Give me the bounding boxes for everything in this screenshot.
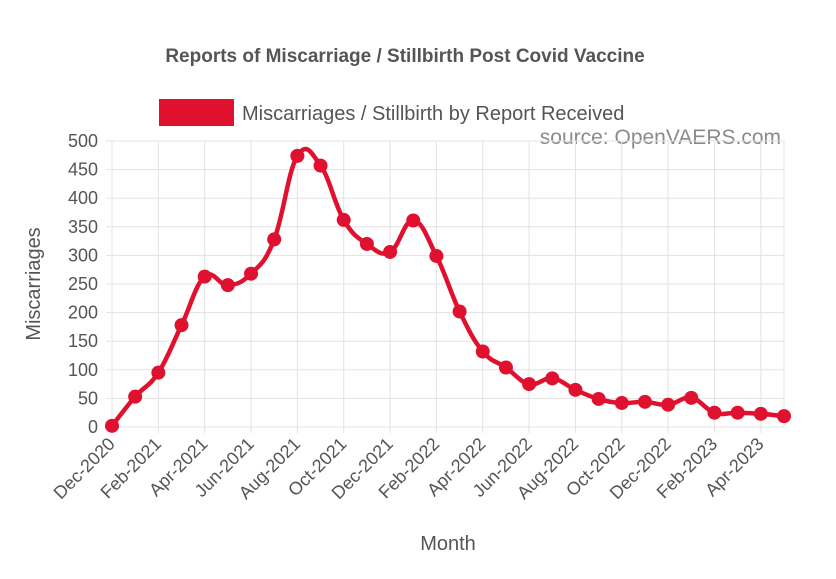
y-tick-label: 500 bbox=[68, 131, 98, 151]
data-point[interactable]: Sep-2022: 49 bbox=[591, 391, 606, 406]
data-point[interactable]: May-2022: 104 bbox=[498, 360, 513, 375]
data-point[interactable]: Dec-2020: 2 bbox=[105, 418, 119, 433]
data-point[interactable]: Jun-2021: 268 bbox=[244, 266, 259, 281]
source-note: source: OpenVAERS.com bbox=[540, 126, 781, 149]
y-tick-label: 0 bbox=[88, 417, 98, 437]
series-line bbox=[109, 146, 787, 429]
y-tick-label: 300 bbox=[68, 245, 98, 265]
y-axis-title: Miscarriages bbox=[23, 227, 45, 340]
y-tick-label: 250 bbox=[68, 274, 98, 294]
y-tick-label: 150 bbox=[68, 331, 98, 351]
data-point[interactable]: Dec-2022: 39 bbox=[661, 397, 676, 412]
data-point[interactable]: Apr-2022: 132 bbox=[475, 344, 490, 359]
data-point[interactable]: Apr-2021: 263 bbox=[197, 269, 212, 284]
data-point[interactable]: Dec-2021: 306 bbox=[383, 244, 398, 259]
grid bbox=[106, 140, 785, 433]
data-point[interactable]: Nov-2021: 320 bbox=[359, 236, 374, 251]
series-group: Dec-2020: 2 Jan-2021: 53 Feb-2021: 95 Mar-2… bbox=[105, 146, 791, 433]
data-point[interactable]: Nov-2022: 44 bbox=[637, 394, 652, 409]
data-point[interactable]: Jan-2023: 51 bbox=[684, 390, 699, 405]
data-point[interactable]: Mar-2021: 178 bbox=[174, 318, 189, 333]
y-tick-label: 100 bbox=[68, 360, 98, 380]
data-point[interactable]: Aug-2021: 474 bbox=[290, 148, 305, 163]
data-point[interactable]: Feb-2022: 299 bbox=[429, 248, 444, 263]
chart-title: Reports of Miscarriage / Stillbirth Post… bbox=[165, 46, 644, 67]
legend-label: Miscarriages / Stillbirth by Report Rece… bbox=[242, 103, 624, 125]
data-point[interactable]: Jan-2021: 53 bbox=[128, 389, 143, 404]
y-axis: 0 50 100 150 200 250 300 350 400 450 500 bbox=[68, 131, 98, 437]
y-tick-label: 200 bbox=[68, 303, 98, 323]
data-point[interactable]: Mar-2023: 25 bbox=[730, 405, 745, 420]
data-point[interactable]: Jul-2021: 328 bbox=[267, 232, 282, 247]
data-point[interactable]: Jan-2022: 361 bbox=[406, 213, 421, 228]
data-point[interactable]: Feb-2023: 25 bbox=[707, 405, 722, 420]
y-tick-label: 400 bbox=[68, 188, 98, 208]
y-tick-label: 50 bbox=[78, 388, 98, 408]
legend-swatch bbox=[159, 99, 234, 126]
data-point[interactable]: Apr-2023: 23 bbox=[753, 406, 768, 421]
data-point[interactable]: Aug-2022: 65 bbox=[568, 382, 583, 397]
data-point[interactable]: Oct-2021: 362 bbox=[336, 212, 351, 227]
data-point[interactable]: Oct-2022: 42 bbox=[614, 395, 629, 410]
data-point[interactable]: Jul-2022: 85 bbox=[545, 371, 560, 386]
data-point[interactable]: May-2021: 248 bbox=[220, 278, 235, 293]
data-point[interactable]: May-2023: 19 bbox=[777, 409, 791, 424]
y-tick-label: 450 bbox=[68, 160, 98, 180]
x-axis: Dec-2020Feb-2021Apr-2021Jun-2021Aug-2021… bbox=[49, 434, 767, 503]
data-point[interactable]: Feb-2021: 95 bbox=[151, 365, 166, 380]
data-point[interactable]: Jun-2022: 75 bbox=[522, 377, 537, 392]
data-point[interactable]: Sep-2021: 457 bbox=[313, 158, 328, 173]
legend[interactable]: Miscarriages / Stillbirth by Report Rece… bbox=[159, 99, 624, 126]
x-axis-title: Month bbox=[420, 533, 476, 555]
y-tick-label: 350 bbox=[68, 217, 98, 237]
data-point[interactable]: Mar-2022: 202 bbox=[452, 304, 467, 319]
